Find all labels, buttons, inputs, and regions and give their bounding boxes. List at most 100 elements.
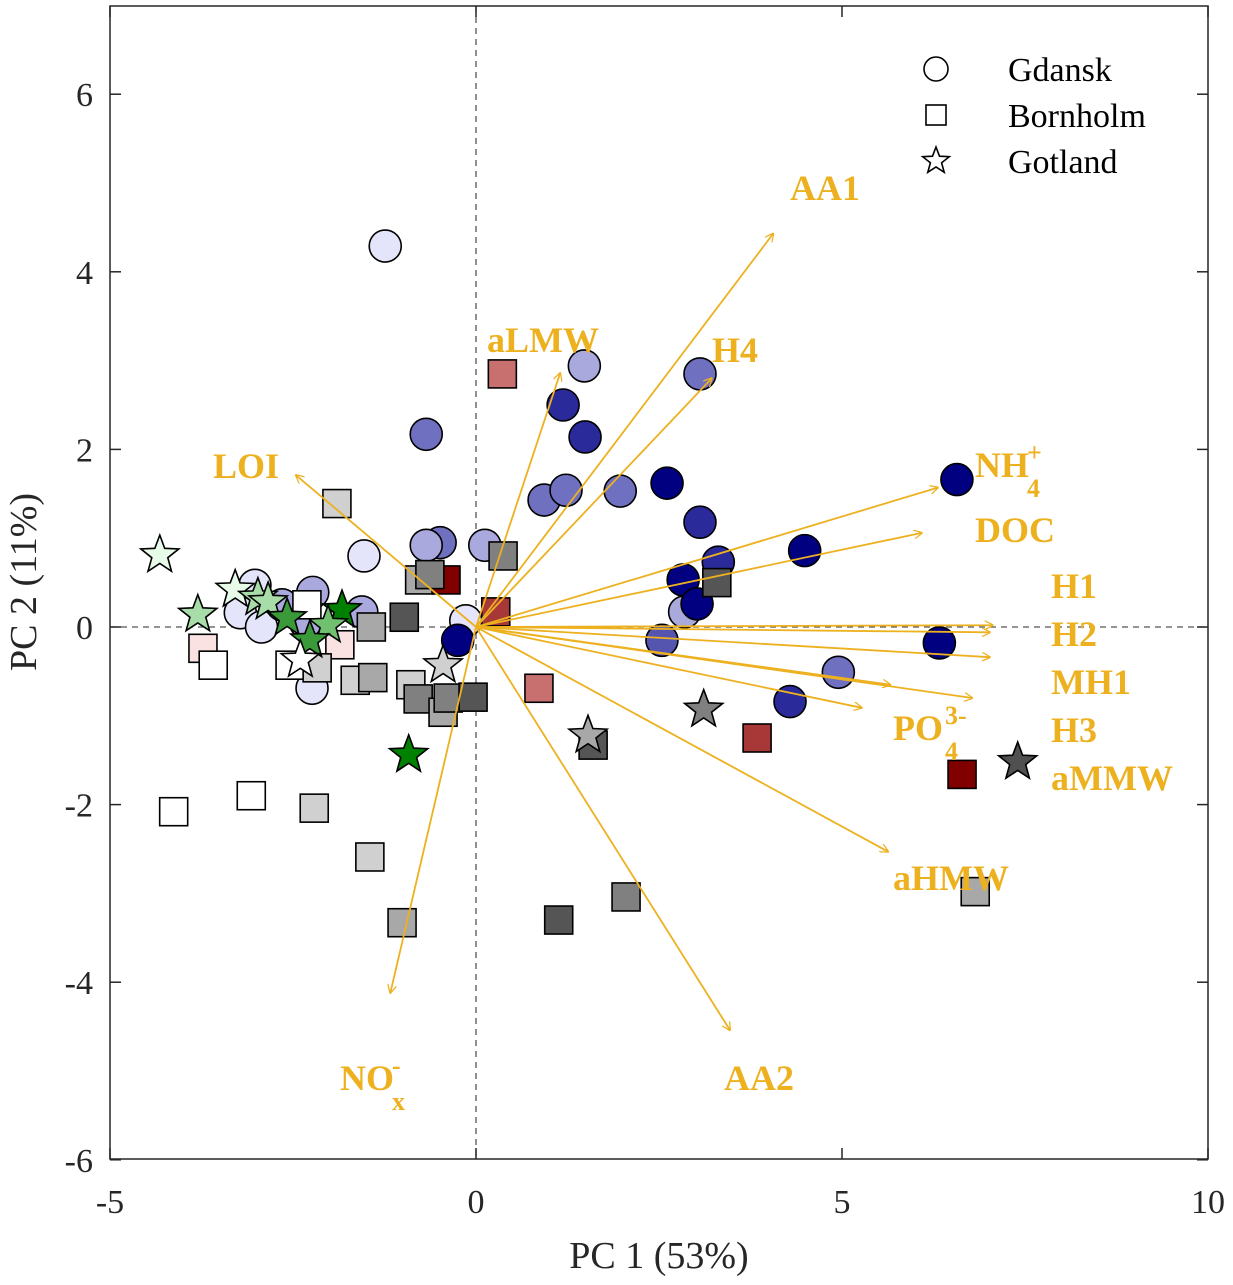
point-bornholm [702,567,732,598]
point-gdansk [440,623,475,658]
point-gotland [288,618,332,659]
x-tick-label: 10 [1191,1184,1225,1221]
point-bornholm [158,796,189,827]
vector-label-main: NH [975,445,1029,485]
vector-aMMW [475,626,890,685]
point-gdansk [409,417,444,452]
x-tick-label: -5 [96,1184,124,1221]
point-bornholm [236,780,267,811]
vector-aHMW [475,626,888,852]
point-gotland [387,732,430,773]
point-bornholm [322,488,352,519]
vector-label-main: aMMW [1051,758,1173,798]
vector-NH4 [475,488,938,628]
legend-label: Bornholm [1008,98,1146,135]
vector-label-main: H1 [1051,566,1097,606]
point-gdansk [347,539,381,573]
point-gotland [265,595,309,637]
point-gdansk [645,623,679,658]
legend-label: Gdansk [1008,52,1112,89]
point-bornholm [960,876,991,907]
vector-label-main: NO [340,1058,394,1098]
point-gdansk [568,420,602,454]
legend-circle-icon [923,56,949,82]
vector-label-main: aLMW [487,320,599,360]
point-bornholm [458,682,488,712]
vector-AA1 [475,234,773,628]
point-gotland [566,713,610,754]
y-tick-label: 0 [76,610,93,647]
vector-PO4 [475,626,862,708]
vector-label-sub: 4 [1027,474,1040,503]
point-bornholm [198,650,229,680]
point-gdansk [603,474,638,508]
point-bornholm [403,684,433,714]
point-bornholm [389,602,420,633]
y-axis-label: PC 2 (11%) [3,493,45,671]
plot-frame [109,5,1209,1160]
point-gdansk [549,473,583,508]
vector-label-sup: + [1027,438,1042,467]
vector-label-NOx: NO- x [340,1051,405,1116]
point-gdansk [683,505,717,540]
legend: Gdansk Bornholm Gotland [920,52,1146,181]
point-gdansk [787,533,822,568]
vector-label-main: PO [893,708,943,748]
point-bornholm [487,359,518,389]
point-bornholm [299,793,330,823]
vector-label-AA1: AA1 [790,168,860,208]
point-gotland [138,532,181,574]
vector-label-sup: - [392,1051,401,1080]
point-gotland [682,687,725,728]
y-tick-label: -4 [65,965,93,1002]
vector-label-aHMW: aHMW [893,858,1009,898]
point-bornholm [415,559,445,590]
vector-label-main: LOI [213,446,279,486]
vector-label-sup: 3- [945,701,967,730]
legend-star-icon [920,144,952,175]
point-bornholm [387,907,417,938]
vector-aLMW [475,373,560,628]
vector-label-main: aHMW [893,858,1009,898]
point-gotland [214,567,257,608]
vector-label-DOC: DOC [975,510,1055,550]
legend-square-icon [925,104,947,126]
y-tick-label: 4 [76,255,93,292]
vector-label-main: H3 [1051,710,1097,750]
vector-label-sub: x [392,1087,405,1116]
vector-DOC [475,533,922,628]
point-gotland [421,642,465,684]
vector-H2 [475,626,990,632]
point-bornholm [947,759,977,790]
point-gotland [996,739,1039,781]
vector-MH1 [475,626,990,657]
point-gdansk [567,349,602,383]
vector-label-MH1: MH1 [1051,662,1131,702]
vector-label-main: H2 [1051,614,1097,654]
x-axis-label: PC 1 (53%) [569,1235,748,1277]
vector-label-LOI: LOI [213,446,279,486]
vector-LOI [296,475,477,628]
point-gdansk [546,388,580,422]
point-bornholm [357,662,388,693]
vector-label-aLMW: aLMW [487,320,599,360]
point-gdansk [821,655,856,690]
vector-NOx [390,626,477,993]
point-gdansk [940,462,974,497]
y-tick-label: -2 [65,788,93,825]
point-bornholm [611,882,641,912]
x-tick-label: 0 [468,1184,485,1221]
point-gdansk [922,626,957,660]
vector-label-H1: H1 [1051,566,1097,606]
vector-label-main: AA2 [724,1058,794,1098]
point-gdansk [650,466,684,500]
point-bornholm [524,673,554,704]
vector-H4 [475,378,712,628]
vector-label-sub: 4 [945,737,958,766]
y-tick-label: 2 [76,432,93,469]
point-gotland [246,579,290,621]
vector-label-H4: H4 [712,330,758,370]
point-gotland [279,637,322,678]
x-tick-label: 5 [834,1184,851,1221]
